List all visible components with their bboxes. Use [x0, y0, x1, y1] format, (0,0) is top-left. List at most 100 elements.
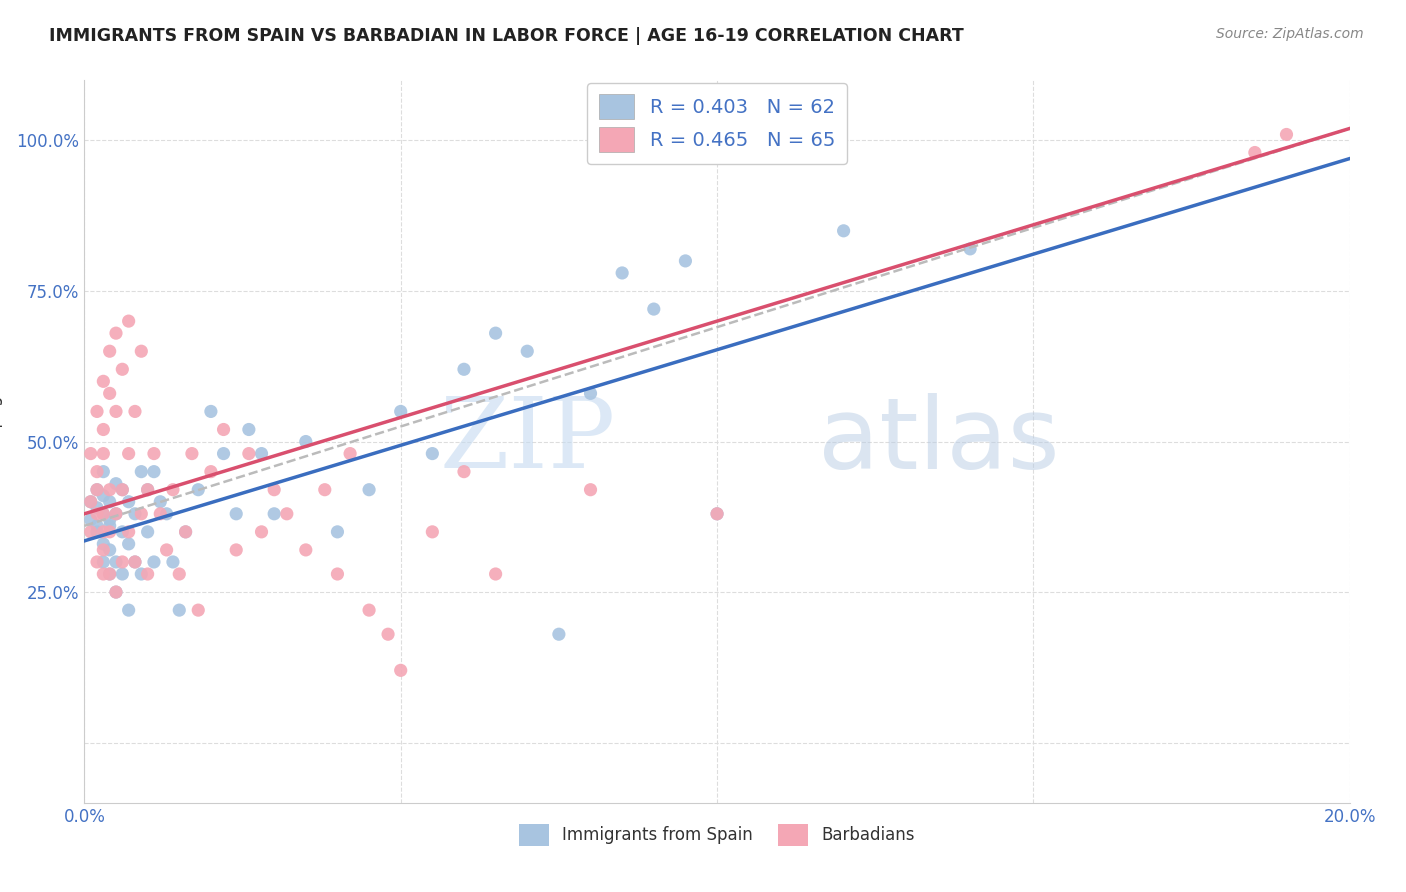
Point	[118, 447, 141, 461]
Point	[93, 537, 115, 551]
Point	[149, 494, 172, 508]
Point	[93, 447, 115, 461]
Point	[453, 465, 475, 479]
Point	[93, 423, 115, 437]
Point	[832, 224, 855, 238]
Point	[105, 404, 127, 418]
Point	[93, 555, 115, 569]
Point	[169, 567, 191, 582]
Point	[155, 542, 177, 557]
Point	[129, 567, 153, 582]
Point	[118, 494, 141, 508]
Point	[98, 494, 121, 508]
Point	[162, 555, 184, 569]
Point	[105, 585, 127, 599]
Point	[357, 603, 380, 617]
Point	[295, 542, 318, 557]
Point	[422, 447, 444, 461]
Point	[124, 555, 146, 569]
Point	[93, 375, 115, 389]
Point	[643, 301, 665, 317]
Point	[1243, 145, 1265, 160]
Point	[1275, 128, 1298, 142]
Point	[516, 344, 538, 359]
Point	[143, 447, 166, 461]
Point	[263, 483, 285, 497]
Point	[98, 344, 121, 359]
Point	[579, 386, 602, 401]
Point	[79, 524, 103, 539]
Point	[86, 507, 108, 521]
Point	[149, 507, 172, 521]
Point	[136, 483, 159, 497]
Point	[579, 483, 602, 497]
Point	[79, 494, 103, 508]
Point	[212, 447, 235, 461]
Point	[93, 524, 115, 539]
Point	[959, 242, 981, 256]
Point	[98, 567, 121, 582]
Point	[86, 519, 108, 533]
Point	[98, 567, 121, 582]
Point	[326, 567, 349, 582]
Point	[98, 542, 121, 557]
Point	[86, 465, 108, 479]
Point	[225, 542, 247, 557]
Point	[326, 524, 349, 539]
Point	[212, 423, 235, 437]
Point	[86, 483, 108, 497]
Point	[124, 555, 146, 569]
Point	[339, 447, 361, 461]
Point	[98, 483, 121, 497]
Point	[314, 483, 336, 497]
Point	[86, 483, 108, 497]
Point	[187, 603, 209, 617]
Point	[118, 603, 141, 617]
Point	[86, 555, 108, 569]
Point	[155, 507, 177, 521]
Point	[136, 567, 159, 582]
Point	[98, 386, 121, 401]
Point	[129, 465, 153, 479]
Point	[98, 513, 121, 527]
Text: Source: ZipAtlas.com: Source: ZipAtlas.com	[1216, 27, 1364, 41]
Point	[111, 362, 134, 376]
Point	[105, 507, 127, 521]
Legend: Immigrants from Spain, Barbadians: Immigrants from Spain, Barbadians	[512, 818, 922, 852]
Point	[453, 362, 475, 376]
Point	[295, 434, 318, 449]
Point	[263, 507, 285, 521]
Point	[105, 585, 127, 599]
Point	[706, 507, 728, 521]
Point	[548, 627, 571, 641]
Point	[238, 447, 260, 461]
Point	[93, 542, 115, 557]
Point	[389, 664, 412, 678]
Point	[174, 524, 197, 539]
Point	[675, 253, 697, 268]
Point	[118, 537, 141, 551]
Point	[200, 465, 222, 479]
Point	[225, 507, 247, 521]
Point	[238, 423, 260, 437]
Point	[612, 266, 634, 280]
Point	[143, 465, 166, 479]
Point	[79, 513, 103, 527]
Point	[98, 519, 121, 533]
Point	[111, 567, 134, 582]
Point	[377, 627, 399, 641]
Point	[105, 476, 127, 491]
Point	[187, 483, 209, 497]
Point	[129, 344, 153, 359]
Point	[98, 524, 121, 539]
Point	[111, 555, 134, 569]
Point	[124, 507, 146, 521]
Point	[105, 326, 127, 341]
Point	[93, 507, 115, 521]
Point	[484, 567, 508, 582]
Point	[136, 524, 159, 539]
Point	[706, 507, 728, 521]
Point	[250, 447, 273, 461]
Point	[180, 447, 204, 461]
Point	[86, 524, 108, 539]
